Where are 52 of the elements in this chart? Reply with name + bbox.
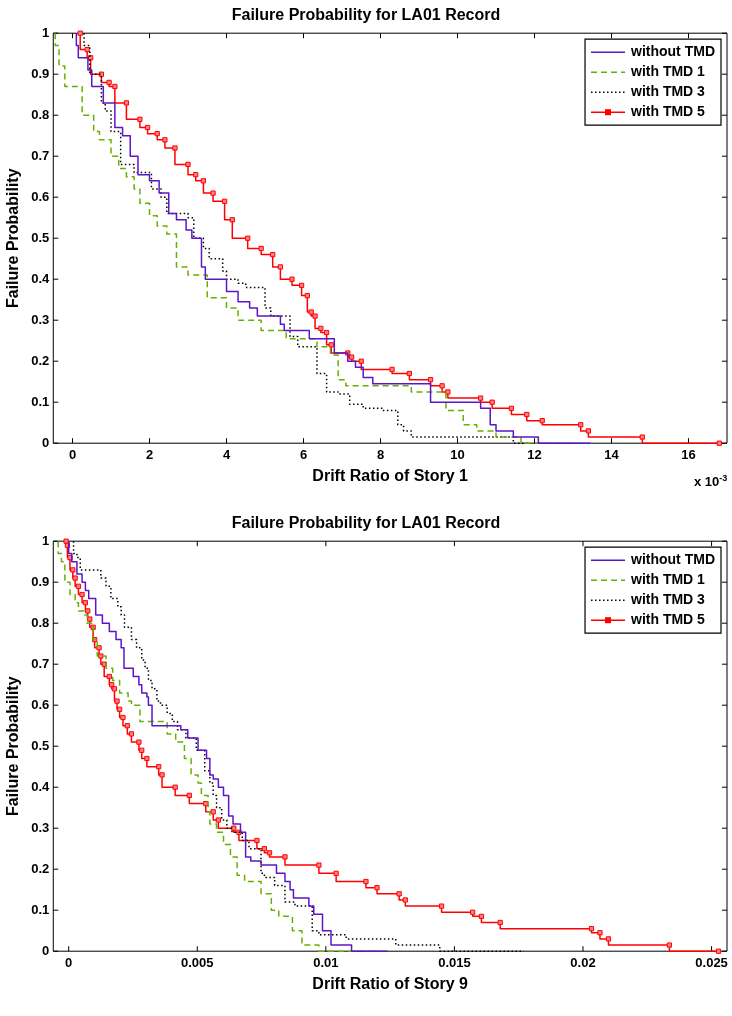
x-tick-label: 4: [222, 446, 231, 462]
y-tick-label: 0.9: [31, 65, 50, 81]
x-tick-label: 0.005: [181, 954, 214, 970]
x-tick-label: 0.01: [313, 954, 339, 970]
y-tick-label: 0.5: [31, 737, 50, 753]
x-tick-label: 8: [376, 446, 385, 462]
x-tick-label: 0: [68, 446, 77, 462]
y-axis-title: Failure Probability: [4, 676, 22, 816]
x-tick-label: 0.015: [438, 954, 471, 970]
x-tick-label: 12: [527, 446, 542, 462]
y-tick-label: 0.6: [31, 188, 50, 204]
y-tick-label: 0.7: [31, 147, 50, 163]
y-tick-label: 0.2: [31, 352, 50, 368]
legend-label: with TMD 1: [630, 63, 706, 80]
y-tick-label: 0.8: [31, 614, 50, 630]
y-tick-label: 0.5: [31, 229, 50, 245]
x-tick-label: 14: [604, 446, 620, 462]
legend-label: without TMD: [630, 551, 716, 568]
legend-label: with TMD 3: [630, 591, 706, 608]
legend-label: without TMD: [630, 43, 716, 60]
x-tick-label: 10: [450, 446, 465, 462]
chart-title: Failure Probability for LA01 Record: [231, 6, 501, 24]
legend-label: with TMD 5: [630, 611, 706, 628]
x-axis-title: Drift Ratio of Story 9: [312, 974, 469, 992]
y-tick-label: 0.1: [31, 901, 50, 917]
y-tick-label: 0.4: [31, 270, 51, 286]
y-tick-label: 1: [42, 532, 50, 548]
y-tick-label: 0.6: [31, 696, 50, 712]
y-tick-label: 0.9: [31, 573, 50, 589]
x-tick-label: 0.02: [570, 954, 596, 970]
y-tick-label: 1: [42, 24, 50, 40]
x-tick-label: 0: [65, 954, 73, 970]
y-tick-label: 0: [42, 942, 50, 958]
x-tick-label: 16: [681, 446, 696, 462]
x-tick-label: 2: [145, 446, 154, 462]
y-tick-label: 0.2: [31, 860, 50, 876]
y-tick-label: 0: [42, 434, 50, 450]
y-tick-label: 0.4: [31, 778, 51, 794]
chart-title: Failure Probability for LA01 Record: [231, 514, 501, 532]
y-axis-title: Failure Probability: [4, 168, 22, 308]
y-tick-label: 0.3: [31, 311, 50, 327]
x-axis-title: Drift Ratio of Story 1: [312, 466, 469, 484]
y-tick-label: 0.3: [31, 819, 50, 835]
y-tick-label: 0.8: [31, 106, 50, 122]
y-tick-label: 0.7: [31, 655, 50, 671]
x-tick-label: 6: [299, 446, 308, 462]
text: x 10$^{-3}$: [694, 473, 728, 490]
legend-label: with TMD 5: [630, 103, 706, 120]
y-tick-label: 0.1: [31, 393, 50, 409]
legend-label: with TMD 1: [630, 571, 706, 588]
legend-label: with TMD 3: [630, 83, 706, 100]
x-tick-label: 0.025: [695, 954, 728, 970]
